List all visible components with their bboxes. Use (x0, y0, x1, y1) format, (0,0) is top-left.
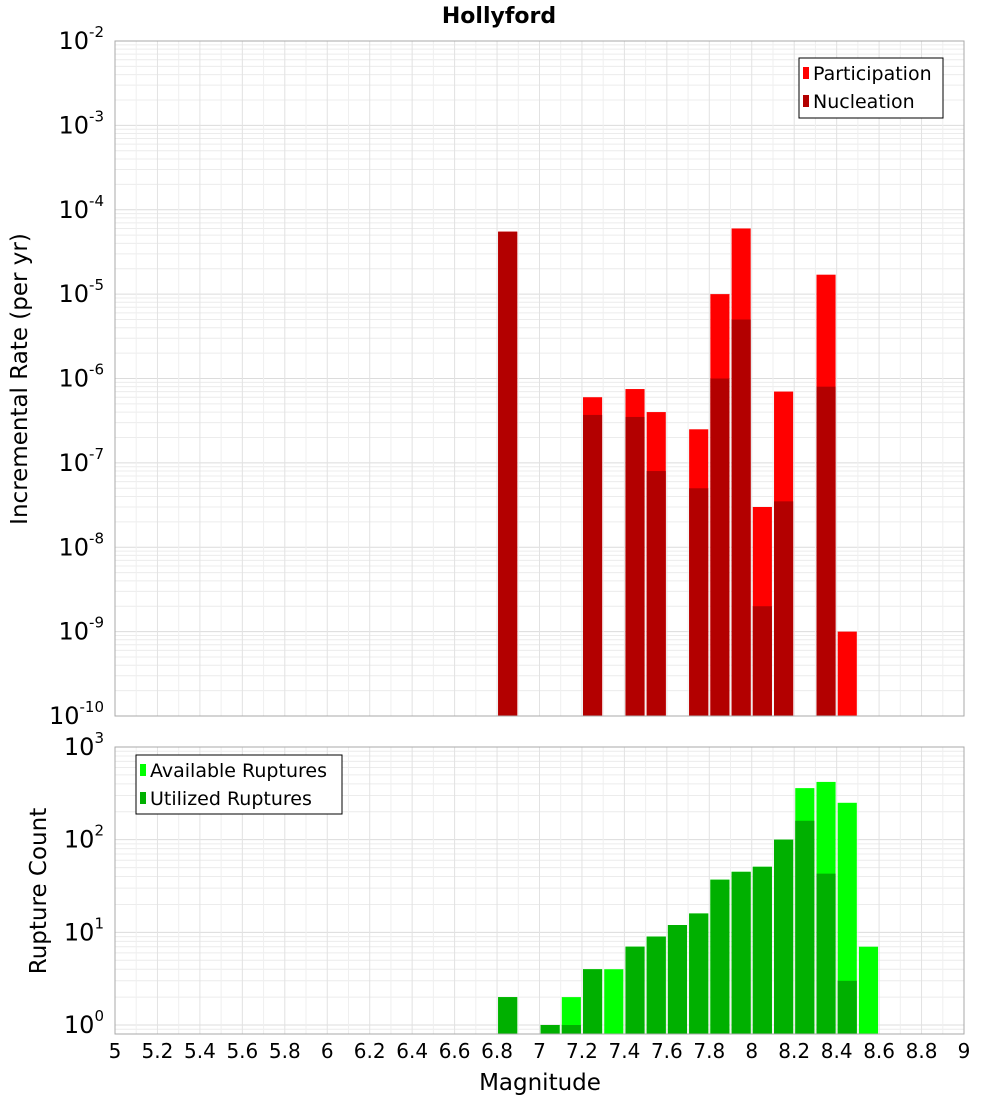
bottom-utilized-ruptures-bar (837, 980, 857, 1034)
top-y-tick-label: 10-2 (58, 23, 104, 55)
top-legend: Participation Nucleation (798, 57, 944, 119)
bottom-utilized-ruptures-bar (540, 1025, 560, 1034)
utilized-ruptures-legend-swatch (140, 792, 146, 804)
bottom-utilized-ruptures-bar (752, 866, 772, 1034)
bottom-utilized-ruptures-bar (710, 879, 730, 1034)
x-tick-label: 9 (958, 1039, 971, 1063)
top-y-tick-label: 10-8 (58, 529, 104, 561)
x-tick-label: 7.6 (651, 1039, 683, 1063)
bottom-utilized-ruptures-bar (795, 820, 815, 1034)
x-tick-label: 5.8 (269, 1039, 301, 1063)
bottom-available-ruptures-bar (858, 946, 879, 1034)
top-nucleation-bar (498, 231, 518, 716)
x-tick-label: 6.4 (396, 1039, 428, 1063)
utilized-ruptures-legend-label: Utilized Ruptures (150, 788, 312, 810)
top-nucleation-bar (625, 416, 645, 716)
bottom-utilized-ruptures-bar (625, 946, 645, 1034)
x-tick-label: 6.8 (481, 1039, 513, 1063)
top-plot-frame (114, 40, 965, 717)
bottom-y-tick-label: 103 (64, 729, 104, 761)
top-legend-box (798, 57, 944, 119)
top-nucleation-bar (774, 501, 794, 716)
x-tick-label: 5 (109, 1039, 122, 1063)
bottom-legend-box (135, 754, 343, 815)
x-tick-label: 8.8 (906, 1039, 938, 1063)
x-tick-label: 7.2 (566, 1039, 598, 1063)
bottom-utilized-ruptures-bar (583, 969, 603, 1034)
bottom-available-ruptures-bar (561, 997, 581, 1034)
top-y-tick-label: 10-10 (49, 698, 104, 730)
x-tick-label: 5.2 (142, 1039, 174, 1063)
top-y-tick-label: 10-6 (58, 361, 104, 393)
bottom-y-tick-label: 101 (64, 914, 104, 946)
available-ruptures-legend-label: Available Ruptures (150, 760, 327, 782)
bottom-utilized-ruptures-bar (498, 997, 518, 1034)
bottom-utilized-ruptures-bar (731, 871, 751, 1034)
nucleation-legend-swatch (803, 95, 809, 107)
bottom-available-ruptures-bar (604, 969, 624, 1034)
bottom-utilized-ruptures-bar (774, 839, 794, 1034)
bottom-utilized-ruptures-bar (816, 873, 836, 1034)
bottom-plot-frame (114, 746, 965, 1035)
bottom-y-tick-label: 100 (64, 1007, 104, 1039)
x-tick-label: 6.2 (354, 1039, 386, 1063)
x-tick-label: 7 (533, 1039, 546, 1063)
top-y-axis-label: Incremental Rate (per yr) (7, 233, 33, 525)
top-nucleation-bar (731, 319, 751, 716)
top-y-tick-label: 10-7 (58, 445, 104, 477)
bottom-utilized-ruptures-bar (667, 925, 688, 1034)
top-participation-bar (837, 631, 857, 716)
rupture-count-panel: 103 102 101 100 5 5.2 5.4 5.6 5.8 6 6.2 6.4 6.6 6.8 7… (26, 729, 970, 1096)
x-axis-label: Magnitude (479, 1070, 601, 1096)
bottom-y-tick-labels: 103 102 101 100 (64, 729, 104, 1039)
participation-legend-swatch (803, 67, 809, 79)
x-tick-label: 8 (745, 1039, 758, 1063)
x-tick-label: 7.4 (608, 1039, 640, 1063)
top-y-tick-label: 10-9 (58, 614, 104, 646)
x-tick-label: 6 (321, 1039, 334, 1063)
chart-title: Hollyford (442, 4, 556, 29)
top-nucleation-bar (646, 471, 666, 716)
x-tick-label: 8.2 (778, 1039, 810, 1063)
x-tick-labels: 5 5.2 5.4 5.6 5.8 6 6.2 6.4 6.6 6.8 7 7.2 7.4 7.6 7.8 8… (109, 1039, 971, 1063)
bottom-bars (498, 781, 879, 1034)
top-nucleation-bar (752, 606, 772, 716)
top-y-tick-label: 10-3 (58, 107, 104, 139)
bottom-y-axis-label: Rupture Count (26, 808, 52, 974)
x-tick-label: 5.6 (226, 1039, 258, 1063)
top-y-tick-labels: 10-2 10-3 10-4 10-5 10-6 10-7 10-8 10-9 10-10 (49, 23, 104, 730)
bottom-utilized-ruptures-bar (689, 913, 709, 1034)
x-tick-label: 6.6 (439, 1039, 471, 1063)
bottom-utilized-ruptures-bar (646, 936, 666, 1034)
top-nucleation-bar (583, 414, 603, 716)
top-grid (114, 40, 965, 717)
bottom-legend: Available Ruptures Utilized Ruptures (135, 754, 343, 815)
top-nucleation-bar (710, 378, 730, 716)
top-nucleation-bar (689, 488, 709, 716)
x-tick-label: 5.4 (184, 1039, 216, 1063)
available-ruptures-legend-swatch (140, 764, 146, 776)
bottom-available-ruptures-bar (837, 802, 857, 1034)
top-nucleation-bar (816, 386, 836, 716)
top-bars (498, 228, 857, 716)
x-tick-label: 8.4 (821, 1039, 853, 1063)
top-y-tick-label: 10-4 (58, 192, 104, 224)
nucleation-legend-label: Nucleation (813, 91, 915, 113)
top-y-tick-label: 10-5 (58, 276, 104, 308)
bottom-utilized-ruptures-bar (561, 1025, 581, 1034)
x-tick-label: 7.8 (693, 1039, 725, 1063)
participation-nucleation-panel: 10-2 10-3 10-4 10-5 10-6 10-7 10-8 10-9 10-10 In… (7, 23, 965, 730)
participation-legend-label: Participation (813, 63, 932, 85)
bottom-y-tick-label: 102 (64, 822, 104, 854)
x-tick-label: 8.6 (863, 1039, 895, 1063)
